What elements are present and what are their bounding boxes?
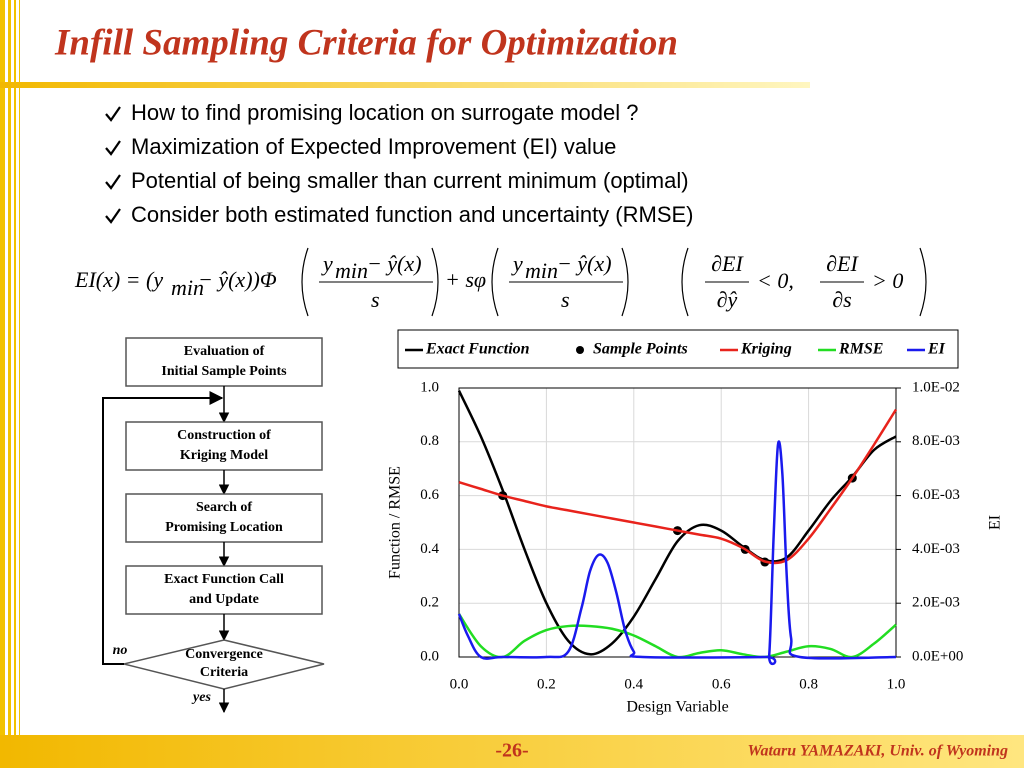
- equation-text: min: [335, 258, 368, 283]
- equation-text: ∂EI: [711, 251, 744, 276]
- legend-label: Sample Points: [593, 341, 688, 358]
- y-tick-label: 0.6: [420, 487, 439, 503]
- legend-label: Kriging: [740, 341, 792, 358]
- paren: [301, 247, 309, 317]
- equations: EI(x) = (y min− ŷ(x))Φy min − ŷ(x)s+ sφy min…: [74, 247, 927, 317]
- check-icon: [105, 106, 121, 122]
- y-tick-label: 0.2: [420, 595, 439, 611]
- bullet-text: Potential of being smaller than current …: [131, 168, 689, 193]
- y2-tick-label: 4.0E-03: [912, 541, 960, 557]
- y2-tick-label: 0.0E+00: [912, 648, 963, 664]
- check-icon: [105, 208, 121, 224]
- bullet-text: Maximization of Expected Improvement (EI…: [131, 134, 616, 159]
- equation-text: EI(x) = (y: [74, 267, 163, 292]
- bullets: How to find promising location on surrog…: [105, 100, 694, 227]
- title-underline: [0, 82, 810, 88]
- plot-frame: [458, 387, 897, 658]
- flow-box: [125, 337, 323, 387]
- legend-box: [397, 329, 959, 369]
- equation-text: ∂EI: [826, 251, 859, 276]
- footer-bar: [0, 735, 1024, 768]
- x-tick-label: 0.0: [450, 676, 469, 692]
- flow-no: no: [113, 643, 128, 658]
- x-tick-label: 0.8: [799, 676, 818, 692]
- chart: 0.0 0.2 0.4 0.6 0.8 1.0 0.0 0.2 0.4 0.6 0.8 1.0 0.0E…: [387, 329, 1004, 716]
- equation-text: − ŷ(x))Φ: [198, 267, 277, 292]
- x-tick-label: 0.4: [624, 676, 643, 692]
- equation-text: > 0: [872, 268, 903, 293]
- paren: [431, 247, 439, 317]
- y-tick-label: 1.0: [420, 379, 439, 395]
- flow-label: Evaluation of: [184, 344, 265, 359]
- equation-text: s: [561, 287, 570, 312]
- equation-text: min: [525, 258, 558, 283]
- flow-label: Promising Location: [165, 520, 283, 535]
- y-axis-label: Function / RMSE: [387, 466, 404, 579]
- flow-label: Construction of: [177, 428, 271, 443]
- equation-text: s: [371, 287, 380, 312]
- flow-box: [125, 493, 323, 543]
- bullet-text: How to find promising location on surrog…: [131, 100, 639, 125]
- y2-axis-label: EI: [987, 515, 1004, 530]
- y2-tick-label: 8.0E-03: [912, 433, 960, 449]
- equation-text: − ŷ(x): [367, 251, 422, 276]
- y2-tick-label: 2.0E-03: [912, 595, 960, 611]
- flow-yes: yes: [191, 690, 211, 705]
- flow-label: Convergence: [185, 647, 263, 662]
- side-stripes: [0, 0, 20, 768]
- x-axis-label: Design Variable: [626, 699, 728, 716]
- equation-text: < 0,: [757, 268, 794, 293]
- equation-text: + sφ: [445, 267, 486, 292]
- flow-label: Kriging Model: [180, 448, 268, 463]
- series-line: [457, 390, 897, 656]
- equation-text: y: [511, 251, 523, 276]
- paren: [919, 247, 927, 317]
- y2-tick-label: 6.0E-03: [912, 487, 960, 503]
- x-tick-label: 1.0: [887, 676, 906, 692]
- page-number: -26-: [495, 740, 528, 762]
- legend-label: EI: [927, 341, 946, 358]
- series-line: [457, 613, 897, 659]
- footer-author: Wataru YAMAZAKI, Univ. of Wyoming: [748, 743, 1009, 760]
- legend-label: RMSE: [838, 341, 883, 358]
- check-icon: [105, 174, 121, 190]
- bullet-text: Consider both estimated function and unc…: [131, 202, 694, 227]
- equation-text: ∂s: [832, 287, 851, 312]
- legend-marker: [576, 346, 584, 354]
- y-tick-label: 0.8: [420, 433, 439, 449]
- equation-text: min: [171, 275, 204, 300]
- equation-text: y: [321, 251, 333, 276]
- equation-text: − ŷ(x): [557, 251, 612, 276]
- flow-loop: [102, 391, 224, 665]
- series-line: [458, 408, 898, 565]
- x-tick-label: 0.2: [537, 676, 556, 692]
- paren: [681, 247, 689, 317]
- y-tick-label: 0.4: [420, 541, 439, 557]
- flow-label: Initial Sample Points: [161, 364, 287, 379]
- series-line: [457, 440, 897, 666]
- y2-tick-label: 1.0E-02: [912, 379, 960, 395]
- paren: [491, 247, 499, 317]
- legend-label: Exact Function: [425, 341, 530, 358]
- flow-label: and Update: [189, 592, 259, 607]
- paren: [621, 247, 629, 317]
- flow-label: Search of: [196, 500, 252, 515]
- check-icon: [105, 140, 121, 156]
- flowchart: Evaluation of Initial Sample Points Constr…: [102, 337, 325, 714]
- x-tick-label: 0.6: [712, 676, 731, 692]
- equation-text: ∂ŷ: [717, 287, 738, 312]
- flow-label: Criteria: [200, 665, 248, 680]
- flow-box: [125, 565, 323, 615]
- slide-title: Infill Sampling Criteria for Optimizatio…: [54, 22, 678, 63]
- flow-label: Exact Function Call: [164, 572, 284, 587]
- y-tick-label: 0.0: [420, 648, 439, 664]
- flow-box: [125, 421, 323, 471]
